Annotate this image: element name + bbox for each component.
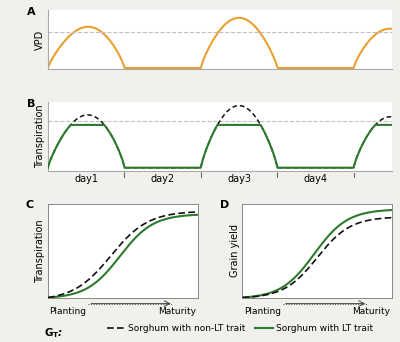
Y-axis label: VPD: VPD [35, 29, 45, 50]
Text: C: C [26, 200, 34, 210]
Text: Maturity: Maturity [158, 307, 196, 316]
Text: Planting: Planting [244, 307, 281, 316]
Y-axis label: Transpiration: Transpiration [35, 219, 45, 283]
Legend: Sorghum with non-LT trait, Sorghum with LT trait: Sorghum with non-LT trait, Sorghum with … [103, 320, 377, 337]
Text: Maturity: Maturity [352, 307, 390, 316]
Y-axis label: Transpiration: Transpiration [35, 105, 45, 169]
Text: Planting: Planting [50, 307, 86, 316]
Text: B: B [27, 98, 36, 109]
Text: $\mathbf{G}_\mathbf{T}$:: $\mathbf{G}_\mathbf{T}$: [44, 327, 63, 340]
Text: D: D [220, 200, 229, 210]
Y-axis label: Grain yield: Grain yield [230, 224, 240, 277]
Text: A: A [27, 7, 36, 17]
